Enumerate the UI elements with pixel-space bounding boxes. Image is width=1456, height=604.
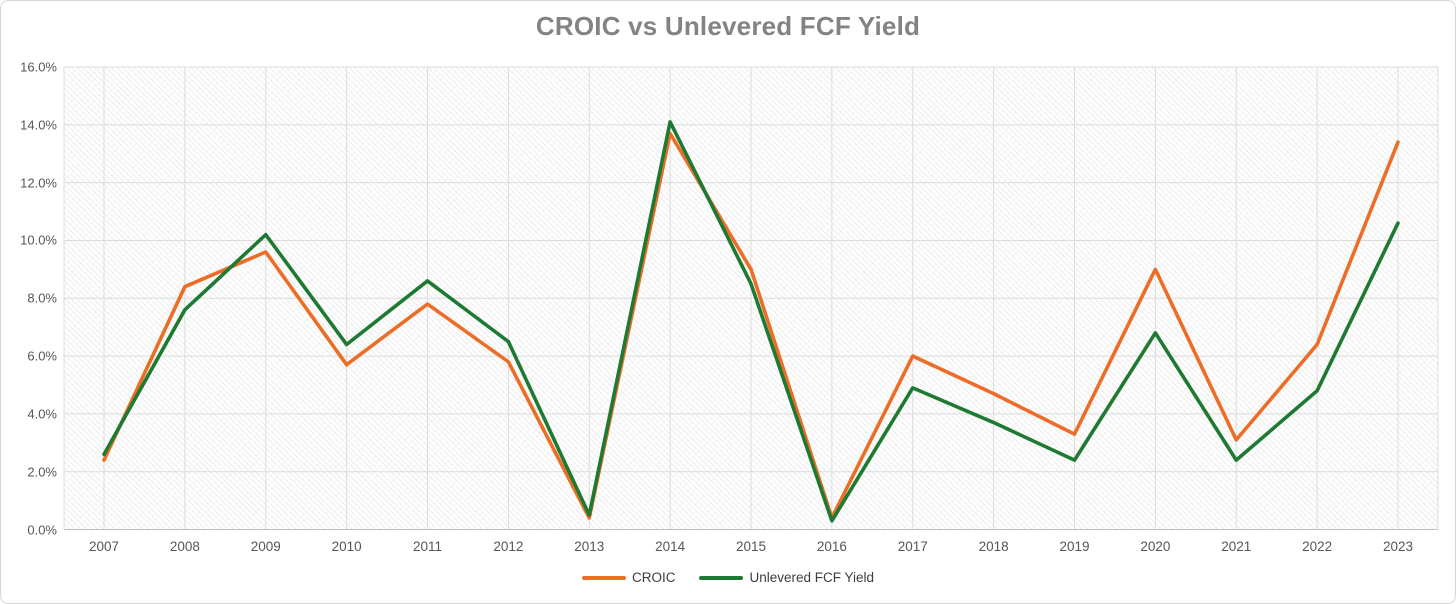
- x-tick-label: 2011: [412, 539, 443, 554]
- x-tick-label: 2022: [1302, 539, 1333, 554]
- y-tick-label: 6.0%: [27, 348, 57, 364]
- y-tick-label: 14.0%: [20, 117, 57, 133]
- legend-line-swatch: [699, 575, 744, 580]
- x-tick-label: 2021: [1221, 539, 1252, 554]
- y-tick-label: 12.0%: [20, 175, 57, 191]
- x-tick-label: 2018: [978, 539, 1009, 554]
- x-tick-label: 2008: [169, 539, 200, 554]
- x-tick-label: 2009: [250, 539, 281, 554]
- x-tick-label: 2010: [331, 539, 362, 554]
- y-tick-label: 10.0%: [20, 232, 57, 248]
- legend-label: CROIC: [631, 570, 676, 585]
- x-tick-label: 2013: [574, 539, 605, 554]
- legend-item-croic: CROIC: [581, 570, 676, 585]
- legend: CROIC Unlevered FCF Yield: [1, 570, 1455, 585]
- x-tick-label: 2015: [735, 539, 767, 554]
- x-tick-label: 2017: [897, 539, 928, 554]
- legend-line-swatch: [581, 575, 626, 580]
- series-line-croic: [102, 131, 1400, 520]
- y-tick-label: 4.0%: [27, 406, 57, 422]
- legend-item-unlevered-fcf-yield: Unlevered FCF Yield: [699, 570, 874, 585]
- y-tick-label: 0.0%: [27, 522, 57, 537]
- x-tick-label: 2016: [816, 539, 847, 554]
- x-tick-label: 2019: [1059, 539, 1090, 554]
- legend-label: Unlevered FCF Yield: [749, 570, 875, 585]
- x-tick-label: 2020: [1140, 539, 1171, 554]
- chart-title: CROIC vs Unlevered FCF Yield: [535, 11, 921, 41]
- series-line-unlevered-fcf-yield: [102, 120, 1400, 523]
- x-tick-label: 2014: [655, 539, 686, 554]
- x-tick-label: 2023: [1382, 539, 1414, 554]
- x-tick-label: 2012: [493, 539, 524, 554]
- y-tick-label: 16.0%: [20, 59, 57, 75]
- x-tick-label: 2007: [88, 539, 120, 554]
- y-tick-label: 2.0%: [27, 464, 57, 480]
- y-tick-label: 8.0%: [27, 290, 57, 306]
